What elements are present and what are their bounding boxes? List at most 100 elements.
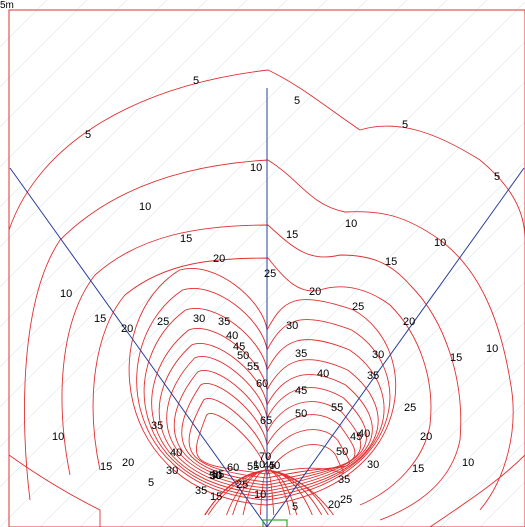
grid-line (39, 41, 525, 527)
grid-line (519, 521, 525, 527)
contour-label: 10 (254, 489, 266, 501)
contour-level-20 (92, 257, 432, 506)
contour-label: 25 (236, 479, 248, 491)
contour-label: 20 (403, 316, 415, 328)
contour-lines (8, 69, 525, 527)
grid-line (0, 0, 208, 208)
grid-line (79, 81, 525, 527)
contour-label: 10 (139, 201, 151, 213)
contour-label: 35 (295, 348, 307, 360)
contour-label: 5 (148, 477, 154, 489)
grid-line (0, 0, 488, 488)
contour-label: 20 (420, 431, 432, 443)
contour-label: 35 (218, 316, 230, 328)
contour-label: 45 (350, 431, 362, 443)
contour-label: 40 (170, 447, 182, 459)
contour-label: 35 (338, 474, 350, 486)
grid-line (399, 401, 525, 527)
contour-label: 10 (434, 237, 446, 249)
contour-label: 15 (100, 461, 112, 473)
plot-frame (8, 9, 525, 527)
luminaire-marker (262, 519, 288, 527)
contour-label: 25 (264, 268, 276, 280)
contour-label: 10 (52, 431, 64, 443)
contour-label: 5 (402, 119, 408, 131)
contour-near-source (204, 469, 268, 516)
grid-line (0, 0, 88, 88)
contour-label: 55 (331, 402, 343, 414)
contour-label: 70 (259, 451, 271, 463)
contour-label: 40 (226, 330, 238, 342)
grid-line (0, 0, 168, 168)
contour-label: 25 (340, 494, 352, 506)
contour-label: 20 (213, 253, 225, 265)
contour-label: 60 (227, 462, 239, 474)
contour-label: 40 (358, 428, 370, 440)
contour-label: 15 (450, 352, 462, 364)
contour-label: 45 (233, 341, 245, 353)
contour-label: 30 (286, 320, 298, 332)
contour-label: 45 (263, 460, 275, 472)
contour-label: 15 (286, 229, 298, 241)
contour-label: 5 (494, 171, 500, 183)
grid-line (319, 321, 525, 527)
contour-label: 30 (193, 313, 205, 325)
contour-level-10 (24, 159, 514, 511)
contour-label: 10 (60, 288, 72, 300)
grid-line (0, 0, 248, 248)
contour-label: 15 (94, 313, 106, 325)
grid-line (359, 361, 525, 527)
contour-label: 5 (193, 75, 199, 87)
contour-label: 15 (210, 491, 222, 503)
contour-label: 20 (121, 323, 133, 335)
contour-label: 40 (317, 368, 329, 380)
contour-label: 60 (256, 378, 268, 390)
right-beam-line (266, 167, 525, 527)
contour-label: 25 (157, 316, 169, 328)
grid-line (0, 0, 8, 8)
grid-line (199, 201, 525, 527)
contour-near-source (266, 469, 334, 516)
left-beam-line (9, 167, 268, 527)
contour-level-5-left-bottom (8, 454, 101, 527)
contour-label: 35 (367, 370, 379, 382)
contour-label: 50 (209, 470, 221, 482)
contour-label: 40 (268, 460, 280, 472)
contour-label: 65 (260, 415, 272, 427)
contour-label: 35 (151, 420, 163, 432)
grid-line (439, 441, 525, 527)
contour-label: 50 (336, 446, 348, 458)
grid-line (479, 481, 525, 527)
contour-label: 30 (372, 349, 384, 361)
grid-line (0, 0, 328, 328)
grid-line (0, 0, 288, 288)
contour-level-15 (61, 224, 462, 521)
grid-line (0, 0, 448, 448)
contour-label: 50 (237, 350, 249, 362)
contour-label: 10 (250, 162, 262, 174)
contour-label: 45 (295, 385, 307, 397)
contour-label: 30 (210, 470, 222, 482)
contour-label: 55 (247, 461, 259, 473)
contour-label: 55 (247, 361, 259, 373)
grid-line (239, 241, 525, 527)
contour-near-source (242, 469, 268, 516)
contour-label: 5 (292, 501, 298, 513)
contour-label: 30 (166, 465, 178, 477)
grid-line (279, 281, 525, 527)
contour-level-5-right-bottom (429, 454, 525, 527)
contour-label: 10 (486, 343, 498, 355)
contour-label: 5 (294, 95, 300, 107)
contour-label: 25 (352, 301, 364, 313)
contour-label: 55 (212, 469, 224, 481)
contour-label: 20 (122, 457, 134, 469)
contour-label: 15 (385, 256, 397, 268)
contour-label: 25 (404, 402, 416, 414)
contour-label: 10 (462, 457, 474, 469)
contour-near-source (259, 469, 268, 516)
contour-label: 15 (412, 463, 424, 475)
